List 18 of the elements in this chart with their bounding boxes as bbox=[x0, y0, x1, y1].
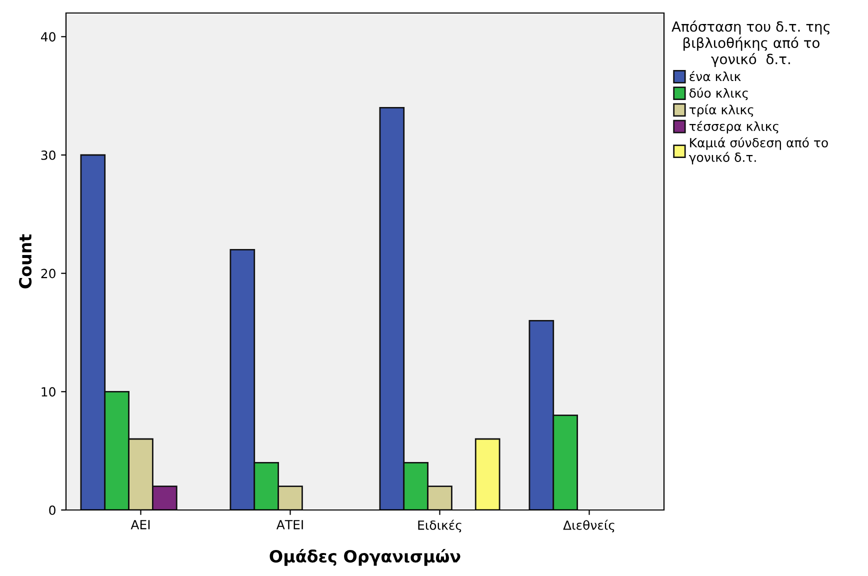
x-tick-label: Διεθνείς bbox=[563, 520, 614, 532]
x-tick-label: ΑΕΙ bbox=[130, 520, 150, 530]
x-tick-label: ΑΤΕΙ bbox=[276, 520, 303, 530]
legend-label: τέσσερα κλικς bbox=[689, 120, 778, 134]
bar bbox=[474, 438, 500, 510]
legend-label: τρία κλικς bbox=[689, 104, 754, 117]
x-axis-title: Ομάδες Οργανισμών bbox=[270, 549, 460, 566]
y-tick-label: 0 bbox=[49, 505, 56, 515]
y-axis-title: Count bbox=[18, 234, 32, 288]
legend-label: ένα κλικ bbox=[690, 70, 741, 82]
y-tick-label: 30 bbox=[41, 150, 56, 160]
legend-title: Απόσταση του δ.τ. της βιβλιοθήκης από το γονικό δ.τ. bbox=[672, 20, 830, 67]
legend-label: Καμιά σύνδεση από το γονικό δ.τ. bbox=[689, 137, 828, 164]
y-tick-label: 40 bbox=[40, 32, 56, 42]
y-tick-label: 10 bbox=[42, 387, 56, 397]
y-tick-label: 20 bbox=[41, 268, 56, 278]
x-tick-label: Ειδικές bbox=[418, 520, 462, 532]
legend-label: δύο κλικς bbox=[690, 88, 748, 100]
